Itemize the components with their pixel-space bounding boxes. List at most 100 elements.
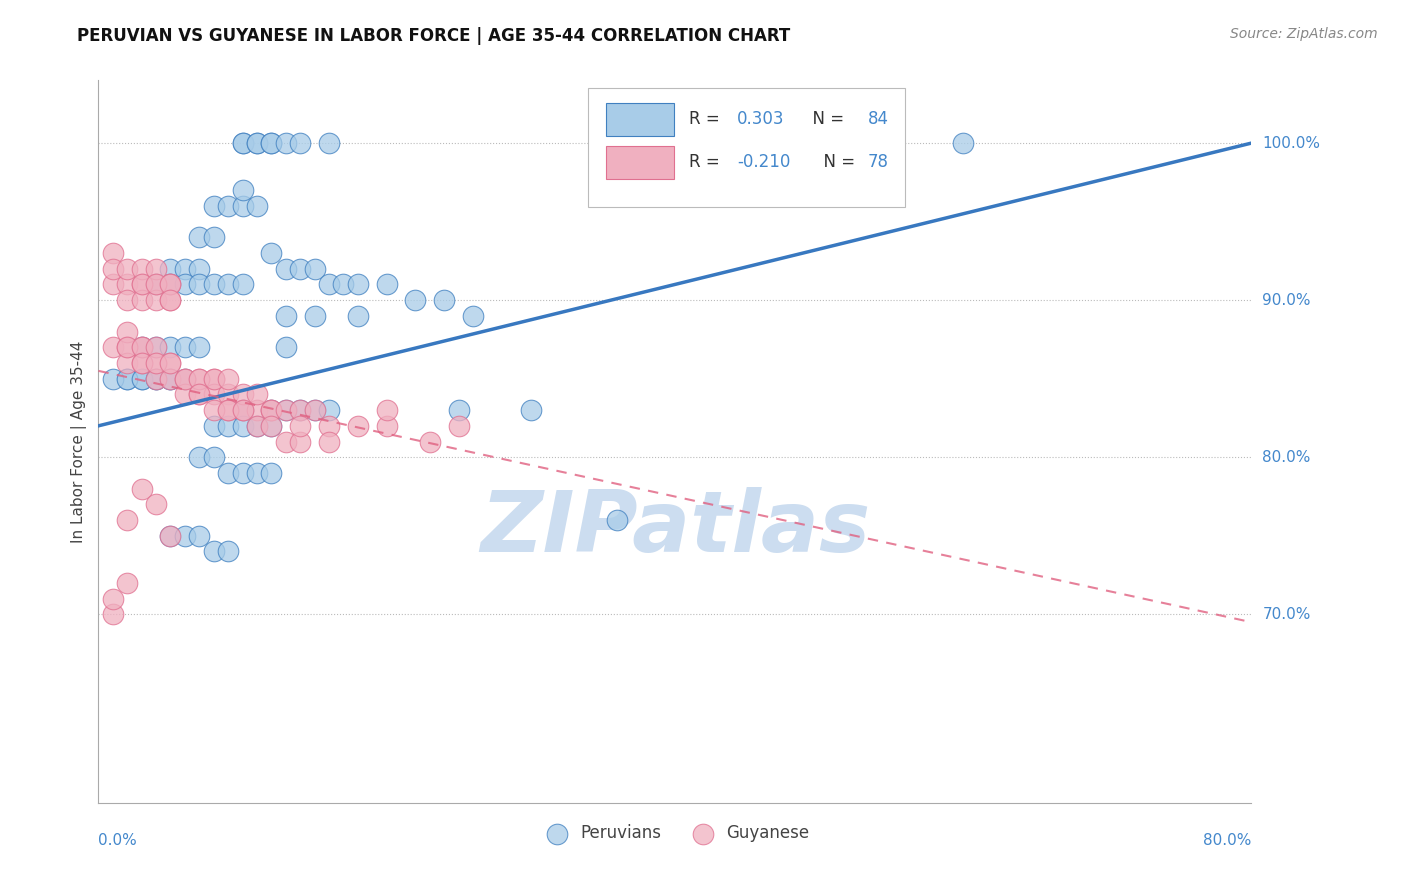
Point [231,403,254,417]
Point [304,403,326,417]
Point [231,183,254,197]
Point [274,340,297,354]
Point [188,372,211,386]
Point [274,403,297,417]
Text: Source: ZipAtlas.com: Source: ZipAtlas.com [1230,27,1378,41]
Point [231,466,254,480]
Text: 100.0%: 100.0% [1263,136,1320,151]
Point [433,293,456,308]
Point [290,261,312,276]
Point [260,418,283,433]
Point [290,418,312,433]
Point [231,387,254,401]
Text: 80.0%: 80.0% [1204,833,1251,848]
Point [260,136,283,150]
Point [117,356,139,370]
Point [145,356,167,370]
Point [318,418,340,433]
Point [174,340,197,354]
Point [318,277,340,292]
Point [117,340,139,354]
Point [202,403,225,417]
Point [145,372,167,386]
Point [101,261,124,276]
Point [101,246,124,260]
Point [159,293,181,308]
Point [217,403,239,417]
Point [131,482,153,496]
Text: 0.303: 0.303 [737,110,785,128]
Point [174,277,197,292]
Point [246,418,269,433]
Point [304,309,326,323]
Point [202,372,225,386]
Point [174,372,197,386]
Point [159,529,181,543]
Point [101,372,124,386]
Text: PERUVIAN VS GUYANESE IN LABOR FORCE | AGE 35-44 CORRELATION CHART: PERUVIAN VS GUYANESE IN LABOR FORCE | AG… [77,27,790,45]
Point [318,434,340,449]
Point [202,277,225,292]
Point [131,277,153,292]
Point [174,387,197,401]
Text: 0.0%: 0.0% [98,833,138,848]
Point [217,387,239,401]
FancyBboxPatch shape [606,103,673,136]
Point [131,356,153,370]
Point [117,325,139,339]
Point [202,418,225,433]
Point [145,340,167,354]
Text: 84: 84 [868,110,889,128]
Point [131,340,153,354]
Point [188,340,211,354]
Point [202,544,225,558]
Point [375,277,398,292]
Point [131,356,153,370]
Point [231,403,254,417]
Point [231,136,254,150]
Point [217,199,239,213]
Point [419,434,441,449]
Point [332,277,354,292]
Point [117,261,139,276]
Point [145,372,167,386]
Point [246,466,269,480]
Point [159,372,181,386]
Point [145,277,167,292]
Point [318,136,340,150]
Point [159,277,181,292]
Point [131,293,153,308]
Point [405,293,427,308]
Text: N =: N = [801,110,849,128]
Point [101,277,124,292]
Point [117,372,139,386]
Point [101,340,124,354]
Point [131,261,153,276]
Point [188,387,211,401]
Point [260,466,283,480]
Point [188,450,211,465]
Y-axis label: In Labor Force | Age 35-44: In Labor Force | Age 35-44 [72,341,87,542]
Text: 70.0%: 70.0% [1263,607,1310,622]
Text: N =: N = [813,153,860,171]
Point [231,277,254,292]
Point [117,575,139,590]
Text: 90.0%: 90.0% [1263,293,1310,308]
Point [145,261,167,276]
Point [246,403,269,417]
Point [202,372,225,386]
Text: ZIPatlas: ZIPatlas [479,487,870,570]
Point [274,403,297,417]
Point [217,544,239,558]
Point [188,230,211,244]
Point [188,372,211,386]
FancyBboxPatch shape [606,146,673,179]
Point [290,403,312,417]
Point [174,261,197,276]
Point [274,261,297,276]
Point [202,450,225,465]
Point [159,372,181,386]
Point [274,309,297,323]
Point [246,418,269,433]
Point [290,434,312,449]
